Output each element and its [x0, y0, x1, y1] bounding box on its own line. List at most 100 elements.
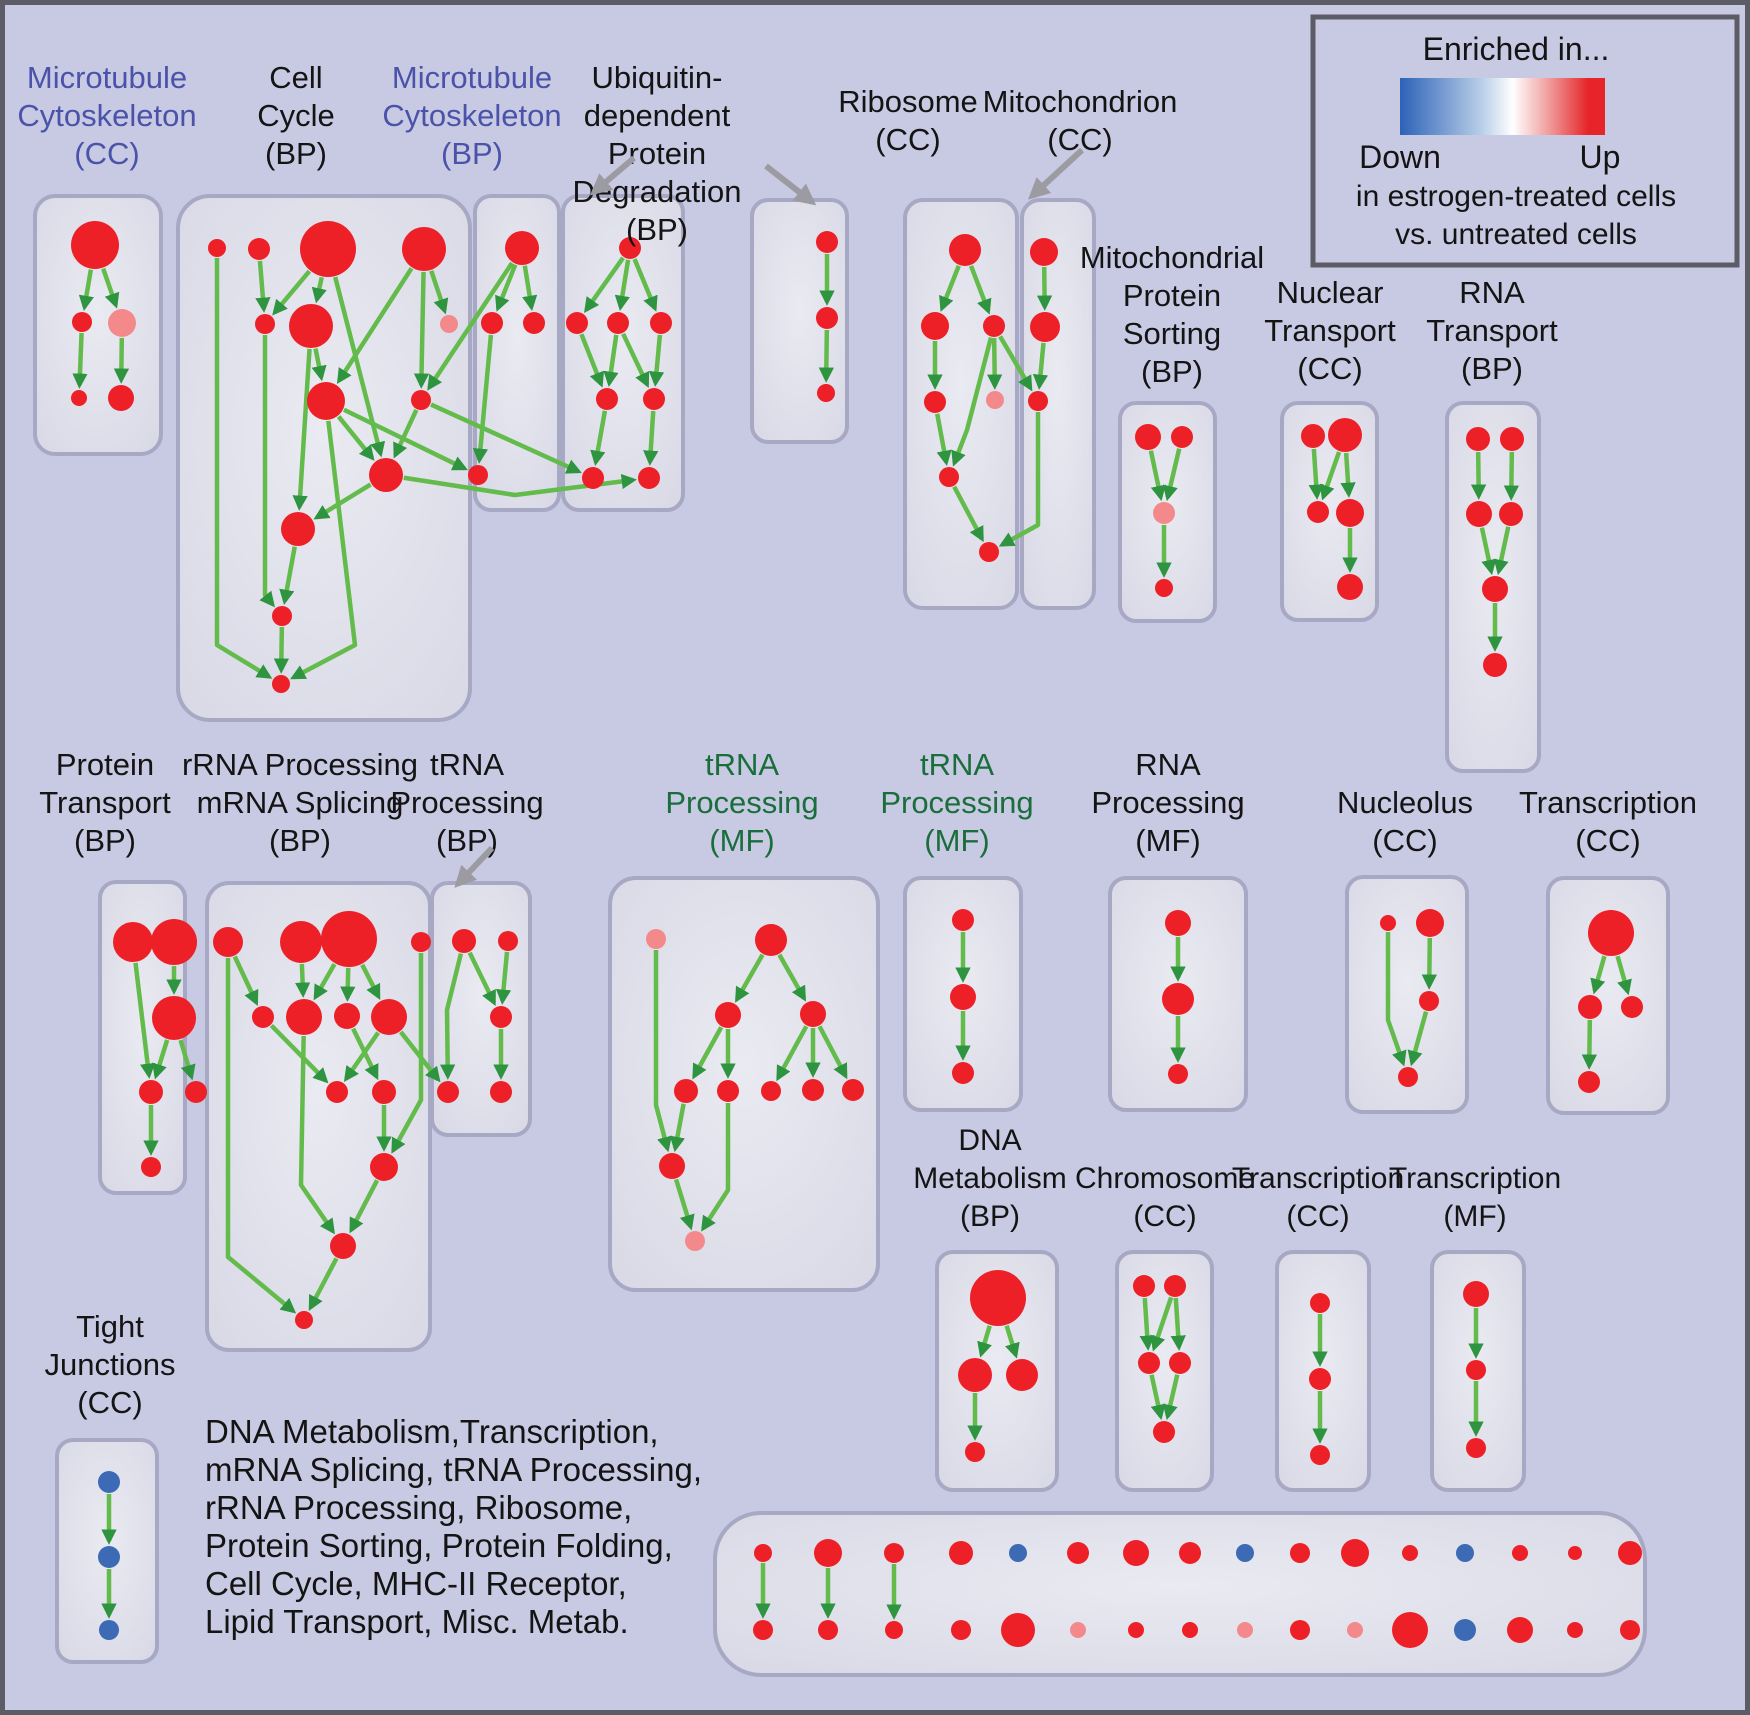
- go-term-node: [402, 227, 446, 271]
- go-term-node: [1620, 1620, 1640, 1640]
- enrichment-edge: [1308, 448, 1324, 500]
- enrichment-edge: [1139, 1297, 1155, 1351]
- enrichment-edge: [133, 962, 156, 1079]
- go-term-node: [646, 929, 666, 949]
- label-pointer-arrow: [589, 155, 636, 196]
- go-term-node: [98, 1546, 120, 1568]
- go-term-node: [1310, 1293, 1330, 1313]
- go-term-node: [326, 1081, 348, 1103]
- enrichment-edge: [313, 962, 337, 1001]
- go-term-node: [1236, 1544, 1254, 1562]
- go-term-node: [1567, 1622, 1583, 1638]
- go-term-node: [1030, 238, 1058, 266]
- go-term-node: [717, 1080, 739, 1102]
- enrichment-edge: [1470, 451, 1487, 500]
- cluster-label: Nucleolus (CC): [1337, 785, 1473, 858]
- enrichment-edge: [1319, 451, 1342, 501]
- enrichment-edge: [1590, 955, 1607, 995]
- cluster-label: Tight Junctions (CC): [45, 1309, 176, 1420]
- enrichment-edge: [1150, 1296, 1174, 1352]
- enrichment-edge: [939, 264, 961, 312]
- go-term-node: [802, 1079, 824, 1101]
- go-term-node: [800, 1001, 826, 1027]
- enrichment-edge: [673, 1178, 695, 1231]
- cluster-label: Transcription (CC): [1232, 1162, 1404, 1233]
- enrichment-edge: [1493, 526, 1511, 576]
- go-term-node: [650, 312, 672, 334]
- go-term-node: [505, 231, 539, 265]
- go-term-node: [582, 467, 604, 489]
- enrichment-edge: [290, 420, 358, 680]
- enrichment-edge: [998, 335, 1033, 392]
- go-term-node: [1483, 653, 1507, 677]
- enrichment-edge: [342, 407, 468, 471]
- go-term-node: [1133, 1275, 1155, 1297]
- go-term-node: [761, 1081, 781, 1101]
- cluster-label: Ribosome (CC): [838, 84, 978, 157]
- go-term-node: [619, 237, 641, 259]
- go-term-node: [965, 1442, 985, 1462]
- legend-subtitle-line2: vs. untreated cells: [1395, 218, 1637, 251]
- go-term-node: [411, 390, 431, 410]
- go-term-node: [924, 391, 946, 413]
- go-term-node: [685, 1231, 705, 1251]
- cluster-box-chromosome-cc: [1115, 1250, 1214, 1492]
- enrichment-edge: [701, 1103, 731, 1232]
- enrichment-edge: [1036, 266, 1053, 311]
- go-term-node: [295, 1311, 313, 1329]
- cluster-box-nucleolus-cc: [1345, 875, 1469, 1114]
- enrichment-edge: [343, 1031, 381, 1082]
- go-term-node: [481, 312, 503, 334]
- enrichment-edge: [579, 333, 605, 388]
- go-term-node: [607, 312, 629, 334]
- enrichment-edge: [292, 348, 312, 511]
- go-term-node: [108, 309, 136, 337]
- legend-box: [1310, 14, 1740, 268]
- cluster-label: Transcription (CC): [1519, 785, 1697, 858]
- cluster-label: tRNA Processing (MF): [665, 747, 818, 858]
- go-term-node: [885, 1621, 903, 1639]
- go-term-node: [643, 388, 665, 410]
- go-term-node: [659, 1153, 685, 1179]
- go-term-node: [566, 312, 588, 334]
- go-term-node: [280, 921, 322, 963]
- enrichment-edge: [776, 1025, 809, 1082]
- go-term-node: [300, 221, 356, 277]
- legend-up-label: Up: [1580, 139, 1621, 175]
- go-term-node: [1165, 910, 1191, 936]
- enrichment-edge: [308, 1257, 339, 1311]
- go-term-node: [252, 1006, 274, 1028]
- cluster-label: Cell Cycle (BP): [257, 60, 335, 171]
- enrichment-edge: [495, 263, 518, 312]
- cluster-label: tRNA Processing (BP): [390, 747, 543, 858]
- go-term-node: [1568, 1546, 1582, 1560]
- enrichment-edge: [429, 270, 449, 315]
- cluster-label: rRNA Processing mRNA Splicing (BP): [182, 747, 418, 858]
- go-term-node: [1028, 391, 1048, 411]
- enrichment-edge: [1162, 448, 1182, 502]
- go-term-node: [1499, 502, 1523, 526]
- enrichment-edge: [643, 410, 659, 466]
- go-term-node: [1463, 1281, 1489, 1307]
- go-term-node: [307, 382, 345, 420]
- legend-down-label: Down: [1359, 139, 1441, 175]
- enrichment-edge: [818, 329, 834, 383]
- go-term-node: [1336, 499, 1364, 527]
- go-term-node: [1466, 1360, 1486, 1380]
- cluster-label: Transcription (MF): [1389, 1162, 1561, 1233]
- cluster-box-dna-metabolism-bp: [935, 1250, 1059, 1492]
- enrichment-edge: [621, 332, 650, 388]
- go-term-node: [1009, 1544, 1027, 1562]
- go-term-node: [113, 922, 153, 962]
- enrichment-edge: [952, 485, 984, 543]
- legend-title: Enriched in...: [1423, 31, 1610, 67]
- go-term-node: [1392, 1612, 1428, 1648]
- go-term-node: [1578, 995, 1602, 1019]
- enrichment-edge: [1407, 1011, 1429, 1067]
- enrichment-edge: [1421, 937, 1437, 990]
- enrichment-edge: [113, 337, 130, 384]
- enrichment-edge: [427, 261, 514, 391]
- cluster-label: DNA Metabolism (BP): [913, 1124, 1066, 1233]
- enrichment-edge: [472, 334, 494, 464]
- enrichment-edge: [72, 332, 88, 389]
